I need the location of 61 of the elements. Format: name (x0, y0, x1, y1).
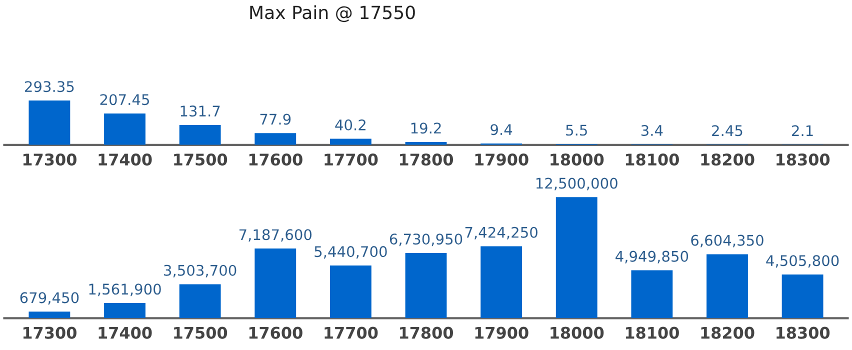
x-tick-label: 18000 (550, 154, 604, 166)
data-label: 77.9 (260, 114, 291, 125)
x-tick-label: 17300 (23, 154, 76, 166)
data-label: 2.45 (712, 125, 742, 136)
bar (254, 133, 296, 145)
data-label: 5.5 (566, 124, 587, 136)
x-tick-label: 18200 (701, 326, 754, 339)
data-label: 6,604,350 (691, 234, 764, 248)
bar (104, 113, 146, 145)
data-label: 19.2 (411, 122, 441, 134)
data-label: 3.4 (641, 124, 663, 136)
data-label: 3,503,700 (164, 264, 236, 278)
x-tick-label: 18300 (776, 154, 830, 166)
x-tick-label: 17500 (174, 154, 228, 166)
data-label: 679,450 (20, 292, 79, 305)
x-tick-label: 17500 (174, 326, 228, 339)
x-tick-label: 17300 (23, 326, 76, 339)
bar (254, 248, 296, 318)
x-tick-label: 17900 (475, 326, 528, 339)
data-label: 293.35 (25, 81, 74, 92)
data-label: 131.7 (180, 106, 220, 117)
x-tick-label: 17700 (324, 326, 378, 339)
bar (179, 124, 221, 145)
data-label: 12,500,000 (536, 178, 618, 190)
x-tick-label: 17900 (475, 154, 528, 166)
bar (405, 252, 447, 318)
bar (104, 303, 146, 318)
x-tick-label: 18000 (550, 326, 604, 339)
bar (330, 138, 372, 145)
bar (480, 246, 522, 318)
bar (782, 274, 824, 318)
data-label: 207.45 (100, 94, 149, 106)
data-label: 40.2 (335, 119, 366, 130)
data-label: 9.4 (490, 124, 512, 136)
bar (179, 284, 221, 318)
x-tick-label: 18100 (626, 154, 679, 166)
x-tick-label: 17700 (324, 154, 378, 166)
data-label: 4,949,850 (616, 250, 688, 264)
bar (631, 270, 673, 318)
x-tick-label: 17800 (400, 154, 454, 166)
bar (706, 254, 748, 318)
data-label: 5,440,700 (314, 246, 387, 259)
data-label: 6,730,950 (390, 234, 462, 246)
x-tick-label: 17400 (98, 326, 152, 339)
x-tick-label: 17400 (98, 154, 152, 166)
data-label: 2.1 (792, 125, 813, 136)
data-label: 1,561,900 (89, 284, 161, 296)
x-tick-label: 17800 (400, 326, 454, 339)
bar (556, 197, 598, 318)
x-tick-label: 18200 (701, 154, 754, 166)
x-tick-label: 17600 (249, 326, 302, 339)
x-tick-label: 17600 (249, 154, 302, 166)
x-tick-label: 18100 (626, 326, 679, 339)
data-label: 7,187,600 (239, 229, 312, 242)
bar (28, 312, 70, 318)
data-label: 4,505,800 (766, 255, 839, 268)
data-label: 7,424,250 (465, 226, 538, 240)
bar (28, 100, 70, 145)
x-tick-label: 18300 (776, 326, 830, 339)
chart-title: Max Pain @ 17550 (250, 5, 415, 22)
bar (330, 265, 372, 318)
